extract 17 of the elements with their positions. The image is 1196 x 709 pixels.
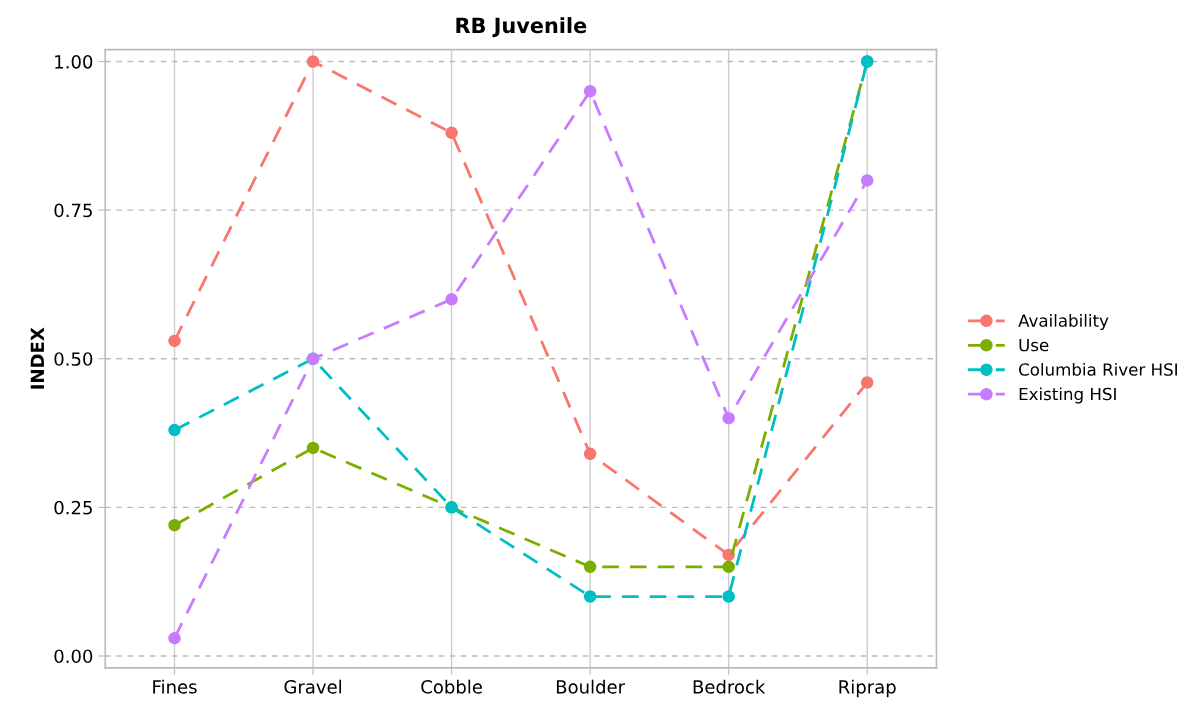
x-tick-label: Bedrock <box>693 679 766 694</box>
x-tick-label: Fines <box>153 679 197 694</box>
x-tick-label: Boulder <box>556 679 626 694</box>
y-tick-label: 1.00 <box>55 54 93 69</box>
x-tick-label: Cobble <box>421 679 482 694</box>
legend-label: Columbia River HSI <box>1019 362 1177 376</box>
y-axis-title: INDEX <box>30 327 44 389</box>
y-tick-label: 0.25 <box>54 500 92 515</box>
legend-label: Availability <box>1018 313 1109 331</box>
x-tick-label: Gravel <box>284 679 341 694</box>
y-tick-label: 0.50 <box>54 352 93 366</box>
y-tick-label: 0.75 <box>54 203 92 218</box>
legend-label: Use <box>1019 338 1049 352</box>
chart-title: RB Juvenile <box>456 17 587 38</box>
x-tick-label: Riprap <box>839 679 896 698</box>
y-tick-label: 0.00 <box>54 649 93 664</box>
legend-label: Existing HSI <box>1019 387 1116 404</box>
